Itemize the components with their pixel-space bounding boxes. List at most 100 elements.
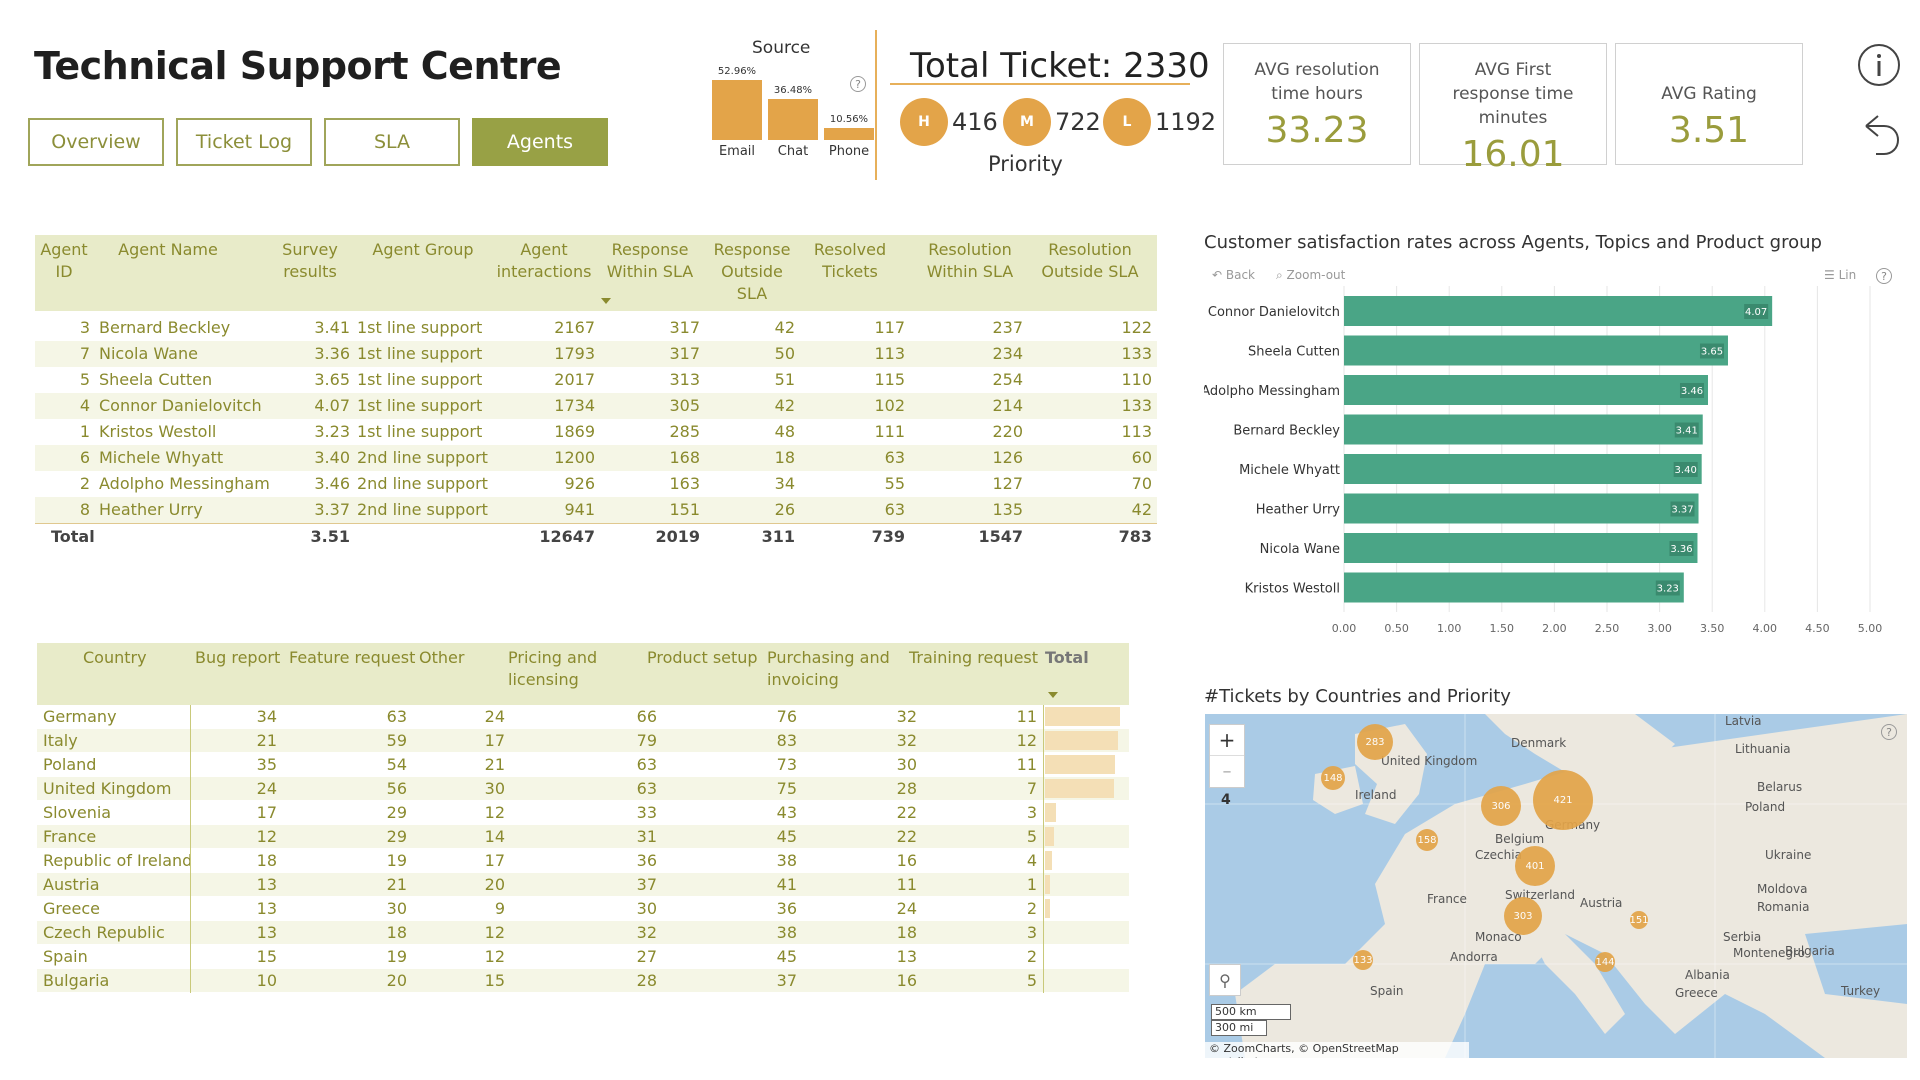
cell-agent-id: 1 xyxy=(79,422,90,441)
bar[interactable] xyxy=(1344,375,1708,405)
col-bug-report[interactable]: Bug report xyxy=(195,648,281,667)
zoom-out-button[interactable]: – xyxy=(1222,760,1232,782)
map-bubble[interactable]: 133 xyxy=(1353,950,1373,970)
map-bubble[interactable]: 401 xyxy=(1515,846,1555,886)
chart-scale-button[interactable]: ☰ Lin xyxy=(1824,268,1856,282)
col-agent-interactions[interactable]: Agent interactions xyxy=(496,240,592,281)
table-row[interactable]: United Kingdom 24 56 30 63 75 28 7 xyxy=(37,777,1129,800)
table-row[interactable]: Germany 34 63 24 66 76 32 11 xyxy=(37,705,1129,728)
tab-ticket-log[interactable]: Ticket Log xyxy=(176,118,312,166)
source-bar-email[interactable] xyxy=(712,80,762,140)
table-row[interactable]: Republic of Ireland 18 19 17 36 38 16 4 xyxy=(37,849,1129,872)
tickets-map[interactable]: Latvia Lithuania Denmark United Kingdom Irel… xyxy=(1205,714,1907,1058)
scale-km: 500 km xyxy=(1211,1004,1291,1020)
col-resolution-outside-sla[interactable]: Resolution Outside SLA xyxy=(1041,240,1139,281)
table-row[interactable]: 5 Sheela Cutten 3.65 1st line support 2017 31… xyxy=(35,367,1157,393)
table-row[interactable]: Spain 15 19 12 27 45 13 2 xyxy=(37,945,1129,968)
col-other[interactable]: Other xyxy=(419,648,465,667)
chart-back-button[interactable]: ↶ Back xyxy=(1212,268,1255,282)
cell-product-setup: 41 xyxy=(776,875,797,894)
col-agent-name[interactable]: Agent Name xyxy=(118,240,218,259)
table-row[interactable]: 3 Bernard Beckley 3.41 1st line support 2167… xyxy=(35,315,1157,341)
cell-other: 12 xyxy=(484,803,505,822)
table-row[interactable]: Italy 21 59 17 79 83 32 12 xyxy=(37,729,1129,752)
cell-pricing-licensing: 32 xyxy=(636,923,657,942)
map-bubble[interactable]: 283 xyxy=(1357,724,1393,760)
col-agent-id[interactable]: Agent ID xyxy=(40,240,88,281)
col-resolution-within-sla[interactable]: Resolution Within SLA xyxy=(926,240,1014,281)
map-bubble[interactable]: 144 xyxy=(1595,952,1615,972)
col-response-within-sla[interactable]: Response Within SLA xyxy=(606,240,694,281)
map-bubble[interactable]: 148 xyxy=(1321,766,1345,790)
cell-training-request: 5 xyxy=(1026,971,1037,990)
cell-country: Slovenia xyxy=(43,803,112,822)
table-row[interactable]: 7 Nicola Wane 3.36 1st line support 1793 317 5… xyxy=(35,341,1157,367)
bar-value-label: 3.65 xyxy=(1701,347,1723,358)
col-resolved-tickets[interactable]: Resolved Tickets xyxy=(813,240,887,281)
table-row[interactable]: 6 Michele Whyatt 3.40 2nd line support 1200 1… xyxy=(35,445,1157,471)
table-row[interactable]: 4 Connor Danielovitch 4.07 1st line support… xyxy=(35,393,1157,419)
bar[interactable] xyxy=(1344,454,1702,484)
col-country[interactable]: Country xyxy=(83,648,147,667)
table-row[interactable]: France 12 29 14 31 45 22 5 xyxy=(37,825,1129,848)
cell-country: Republic of Ireland xyxy=(43,851,193,870)
source-help-icon[interactable]: ? xyxy=(850,76,866,92)
table-row[interactable]: Greece 13 30 9 30 36 24 2 xyxy=(37,897,1129,920)
chart-help-icon[interactable]: ? xyxy=(1876,268,1892,284)
bar[interactable] xyxy=(1344,572,1684,603)
tab-agents[interactable]: Agents xyxy=(472,118,608,166)
table-row[interactable]: Austria 13 21 20 37 41 11 1 xyxy=(37,873,1129,896)
table-row[interactable]: Czech Republic 13 18 12 32 38 18 3 xyxy=(37,921,1129,944)
col-agent-group[interactable]: Agent Group xyxy=(372,240,474,259)
map-place-label: Greece xyxy=(1675,986,1718,1000)
cell-agent-interactions: 1734 xyxy=(554,396,595,415)
table-row[interactable]: Slovenia 17 29 12 33 43 22 3 xyxy=(37,801,1129,824)
cell-agent-name: Kristos Westoll xyxy=(99,422,217,441)
sort-desc-icon[interactable] xyxy=(600,297,612,305)
map-bubble[interactable]: 158 xyxy=(1416,829,1438,851)
bar[interactable] xyxy=(1344,296,1773,326)
source-bar-chat[interactable] xyxy=(768,98,818,140)
map-help-icon[interactable]: ? xyxy=(1881,724,1897,740)
cell-purchasing-invoicing: 18 xyxy=(896,923,917,942)
bar[interactable] xyxy=(1344,414,1703,445)
table-row[interactable]: Bulgaria 10 20 15 28 37 16 5 xyxy=(37,969,1129,992)
col-purchasing-invoicing[interactable]: Purchasing and invoicing xyxy=(767,648,890,689)
info-icon[interactable] xyxy=(1856,42,1902,88)
col-response-outside-sla[interactable]: Response Outside SLA xyxy=(713,240,791,303)
cell-product-setup: 45 xyxy=(776,947,797,966)
map-bubble[interactable]: 421 xyxy=(1533,770,1593,830)
cell-bug-report: 17 xyxy=(256,803,277,822)
chart-zoom-out-button[interactable]: ⌕ Zoom-out xyxy=(1276,268,1345,283)
bar-value-label-bg xyxy=(1655,580,1680,596)
locate-pin-button[interactable]: ⚲ xyxy=(1209,964,1241,996)
sort-desc-icon[interactable] xyxy=(1047,691,1059,699)
table-row[interactable]: 8 Heather Urry 3.37 2nd line support 941 151 2… xyxy=(35,497,1157,523)
map-credit[interactable]: © ZoomCharts, © OpenStreetMap contributo… xyxy=(1205,1042,1469,1058)
bar[interactable] xyxy=(1344,533,1698,563)
col-total[interactable]: Total xyxy=(1045,648,1089,667)
undo-arrow-icon[interactable] xyxy=(1856,112,1902,158)
bar[interactable] xyxy=(1344,335,1728,366)
map-bubble[interactable]: 151 xyxy=(1629,911,1649,929)
cell-other: 21 xyxy=(484,755,505,774)
col-survey-results[interactable]: Survey results xyxy=(282,240,338,281)
col-feature-request[interactable]: Feature request xyxy=(289,648,416,667)
tab-overview[interactable]: Overview xyxy=(28,118,164,166)
table-row[interactable]: Poland 35 54 21 63 73 30 11 xyxy=(37,753,1129,776)
zoom-out-label: Zoom-out xyxy=(1286,268,1346,282)
bar-value-label-bg xyxy=(1674,422,1699,438)
col-product-setup[interactable]: Product setup xyxy=(647,648,758,667)
col-pricing-licensing[interactable]: Pricing and licensing xyxy=(508,648,598,689)
source-bar-phone[interactable] xyxy=(824,128,874,140)
table-row[interactable]: 1 Kristos Westoll 3.23 1st line support 1869… xyxy=(35,419,1157,445)
table-row[interactable]: 2 Adolpho Messingham 3.46 2nd line support 9… xyxy=(35,471,1157,497)
map-bubble[interactable]: 303 xyxy=(1504,897,1542,935)
zoom-in-button[interactable]: + xyxy=(1210,725,1244,756)
col-training-request[interactable]: Training request xyxy=(909,648,1039,667)
bar[interactable] xyxy=(1344,493,1699,524)
map-bubble[interactable]: 306 xyxy=(1481,786,1521,826)
cell-agent-interactions: 1869 xyxy=(554,422,595,441)
tab-sla[interactable]: SLA xyxy=(324,118,460,166)
map-place-label: Belarus xyxy=(1757,780,1803,794)
